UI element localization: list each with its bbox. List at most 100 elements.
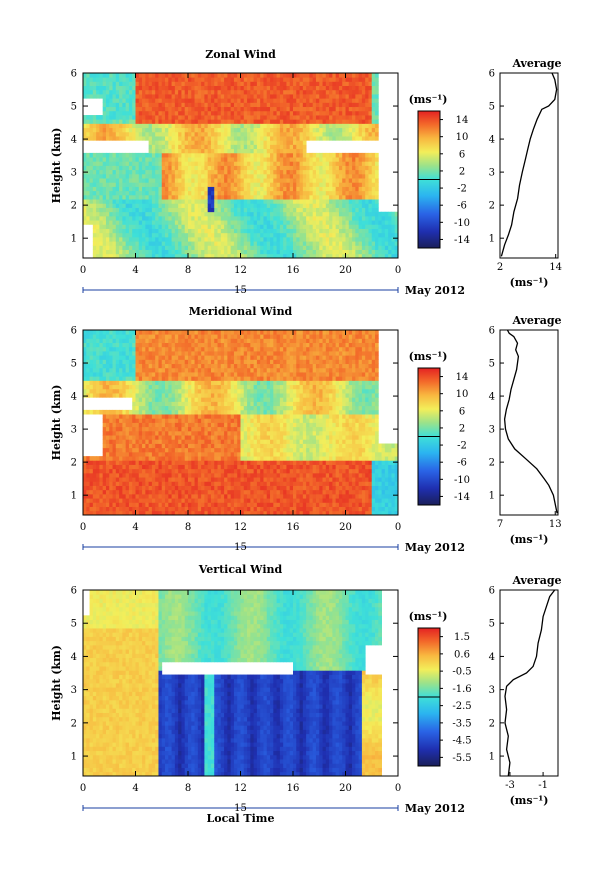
heatmap-cell (247, 148, 251, 154)
heatmap-cell (345, 127, 350, 133)
heatmap-cell (368, 89, 373, 95)
heatmap-cell (142, 94, 146, 99)
heatmap-cell (83, 178, 87, 183)
heatmap-cell (151, 157, 156, 162)
heatmap-cell (273, 115, 277, 120)
heatmap-cell (270, 241, 274, 246)
heatmap-cell (102, 502, 107, 507)
heatmap-cell (332, 207, 337, 213)
heatmap-cell (355, 194, 360, 200)
heatmap-cell (168, 228, 172, 234)
heatmap-cell (132, 98, 136, 103)
heatmap-cell (96, 409, 100, 415)
heatmap-cell (355, 136, 360, 141)
heatmap-cell (125, 136, 130, 141)
heatmap-cell (119, 186, 123, 192)
date-day-label: 15 (234, 285, 247, 296)
heatmap-cell (161, 194, 166, 200)
heatmap-cell (194, 203, 199, 208)
heatmap-cell (309, 215, 314, 221)
heatmap-cell (371, 186, 376, 192)
heatmap-cell (204, 169, 209, 175)
heatmap-cell (158, 405, 163, 411)
heatmap-cell (96, 388, 100, 394)
heatmap-cell (348, 127, 353, 133)
heatmap-cell (266, 152, 271, 158)
heatmap-cell (299, 161, 304, 166)
heatmap-cell (230, 232, 235, 238)
heatmap-cell (394, 211, 399, 217)
heatmap-cell (243, 157, 248, 162)
heatmap-cell (168, 98, 172, 103)
heatmap-cell (191, 178, 195, 183)
heatmap-cell (138, 338, 143, 344)
heatmap-cell (224, 203, 228, 208)
heatmap-cell (322, 102, 327, 108)
heatmap-cell (302, 89, 307, 95)
heatmap-cell (253, 178, 258, 183)
heatmap-cell (102, 472, 107, 478)
heatmap-cell (368, 182, 373, 187)
heatmap-cell (348, 224, 353, 229)
heatmap-cell (256, 203, 261, 208)
heatmap-cell (214, 102, 218, 108)
heatmap-cell (174, 220, 179, 225)
heatmap-cell (135, 376, 140, 381)
heatmap-cell (227, 211, 232, 217)
heatmap-cell (312, 85, 317, 91)
heatmap-cell (109, 165, 113, 171)
heatmap-cell (135, 472, 140, 478)
heatmap-cell (375, 220, 379, 225)
heatmap-cell (145, 393, 150, 398)
heatmap-cell (365, 77, 369, 82)
heatmap-cell (214, 199, 218, 204)
heatmap-cell (224, 186, 228, 192)
heatmap-cell (270, 127, 274, 133)
heatmap-cell (174, 102, 179, 108)
heatmap-cell (197, 169, 202, 175)
heatmap-cell (224, 215, 228, 221)
heatmap-cell (165, 380, 169, 386)
heatmap-cell (128, 232, 133, 238)
heatmap-cell (296, 232, 300, 238)
heatmap-cell (342, 241, 346, 246)
heatmap-cell (342, 178, 346, 183)
heatmap-cell (188, 119, 192, 124)
heatmap-cell (138, 207, 143, 213)
heatmap-cell (279, 73, 284, 78)
heatmap-cell (125, 477, 130, 482)
heatmap-cell (263, 123, 268, 129)
heatmap-cell (253, 94, 258, 99)
heatmap-cell (283, 77, 287, 82)
heatmap-cell (105, 245, 110, 250)
heatmap-cell (158, 447, 163, 453)
heatmap-cell (306, 94, 310, 99)
heatmap-cell (253, 98, 258, 103)
heatmap-cell (86, 493, 90, 499)
heatmap-cell (325, 94, 330, 99)
heatmap-cell (165, 211, 169, 217)
heatmap-cell (158, 73, 163, 78)
heatmap-cell (332, 136, 337, 141)
heatmap-cell (329, 85, 333, 91)
heatmap-cell (260, 123, 264, 129)
heatmap-cell (355, 228, 360, 234)
heatmap-cell (201, 119, 205, 124)
heatmap-cell (138, 489, 143, 495)
heatmap-cell (181, 245, 186, 250)
heatmap-cell (105, 435, 110, 440)
heatmap-cell (210, 249, 215, 255)
heatmap-cell (148, 140, 153, 145)
heatmap-cell (109, 207, 113, 213)
heatmap-cell (115, 94, 120, 99)
heatmap-cell (302, 207, 307, 213)
heatmap-cell (112, 493, 117, 499)
heatmap-cell (142, 203, 146, 208)
heatmap-cell (224, 178, 228, 183)
heatmap-cell (332, 165, 337, 171)
heatmap-cell (352, 157, 356, 162)
heatmap-cell (250, 190, 255, 196)
heatmap-cell (348, 199, 353, 204)
heatmap-cell (145, 165, 150, 171)
heatmap-cell (194, 85, 199, 91)
